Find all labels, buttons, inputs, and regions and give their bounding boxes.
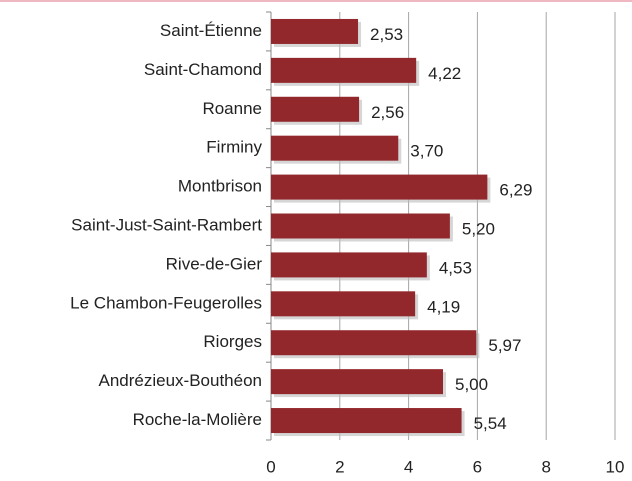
data-label: 6,29 xyxy=(499,181,532,200)
bar xyxy=(271,57,417,83)
x-tick-label: 6 xyxy=(473,457,482,476)
bar xyxy=(271,135,399,161)
bar xyxy=(271,369,443,395)
y-tick-label: Montbrison xyxy=(178,177,262,196)
x-tick-label: 4 xyxy=(404,457,413,476)
data-label: 4,22 xyxy=(428,64,461,83)
data-label: 5,20 xyxy=(462,219,495,238)
data-label: 3,70 xyxy=(410,142,443,161)
x-tick-label: 0 xyxy=(266,457,275,476)
y-tick-label: Saint-Étienne xyxy=(160,21,262,40)
bar xyxy=(271,408,462,434)
y-tick-label: Riorges xyxy=(203,332,262,351)
y-tick-label: Saint-Just-Saint-Rambert xyxy=(71,215,262,234)
bar xyxy=(271,213,450,239)
x-tick-label: 8 xyxy=(541,457,550,476)
bar xyxy=(271,252,427,278)
y-tick-label: Roanne xyxy=(202,99,262,118)
y-tick-label: Saint-Chamond xyxy=(144,60,262,79)
bar xyxy=(271,174,488,200)
bar xyxy=(271,330,477,356)
data-label: 5,00 xyxy=(455,375,488,394)
data-label: 2,56 xyxy=(371,103,404,122)
data-label: 5,54 xyxy=(474,414,507,433)
y-tick-label: Firminy xyxy=(206,138,262,157)
y-tick-label: Roche-la-Molière xyxy=(133,410,262,429)
x-tick-label: 2 xyxy=(335,457,344,476)
y-tick-label: Rive-de-Gier xyxy=(166,254,263,273)
data-label: 4,19 xyxy=(427,297,460,316)
bar xyxy=(271,291,416,317)
data-label: 5,97 xyxy=(488,336,521,355)
data-label: 2,53 xyxy=(370,25,403,44)
data-label: 4,53 xyxy=(439,258,472,277)
top-border xyxy=(0,0,632,2)
y-tick-label: Le Chambon-Feugerolles xyxy=(70,293,262,312)
bar xyxy=(271,96,360,122)
x-tick-label: 10 xyxy=(606,457,625,476)
bar xyxy=(271,18,359,44)
y-tick-label: Andrézieux-Bouthéon xyxy=(98,371,262,390)
